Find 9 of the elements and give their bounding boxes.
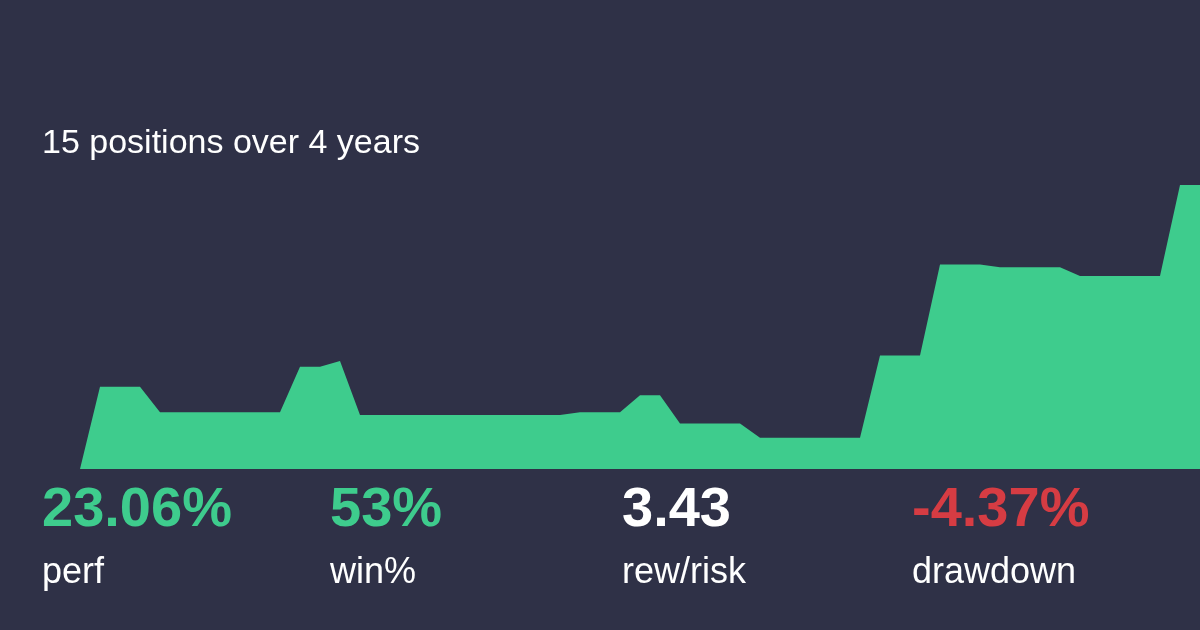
chart-subtitle: 15 positions over 4 years — [42, 122, 420, 160]
text: drawdown — [912, 549, 1077, 591]
text: -4.37% — [912, 474, 1090, 538]
text: 3.43 — [622, 474, 731, 538]
text: perf — [42, 549, 106, 591]
text: win% — [329, 549, 417, 591]
text: 53% — [330, 474, 443, 538]
text: 23.06% — [42, 474, 232, 538]
text: rew/risk — [622, 549, 747, 591]
